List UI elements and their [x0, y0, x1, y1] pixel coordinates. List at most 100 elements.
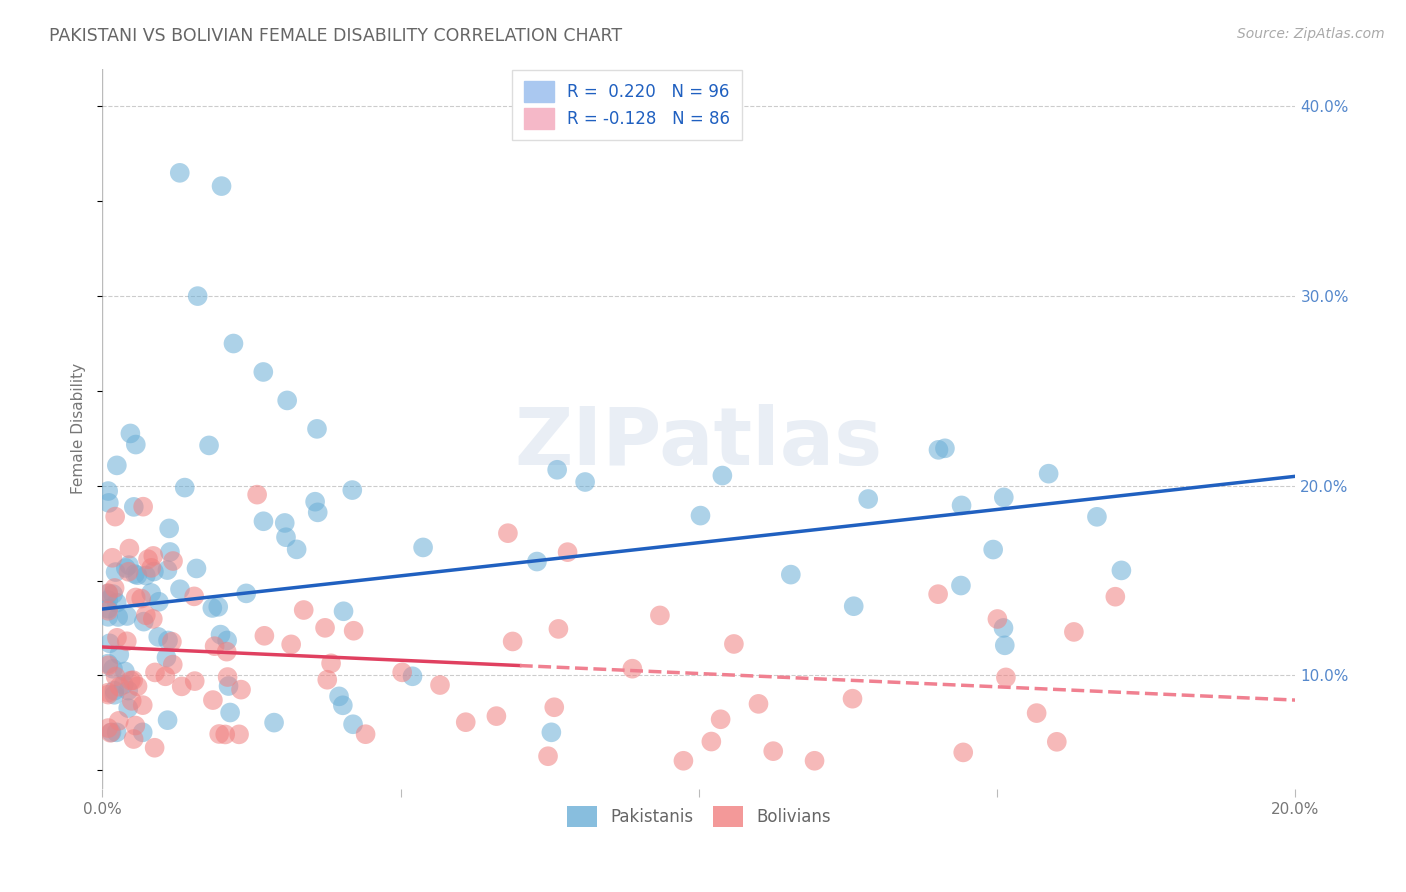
Point — [1063, 624, 1085, 639]
Point — [155, 669, 177, 683]
Point — [949, 578, 972, 592]
Point — [169, 582, 191, 597]
Point — [314, 621, 336, 635]
Point — [156, 713, 179, 727]
Point — [994, 670, 1017, 684]
Point — [263, 715, 285, 730]
Point — [148, 595, 170, 609]
Point — [135, 568, 157, 582]
Point — [97, 688, 120, 702]
Point — [125, 437, 148, 451]
Point — [747, 697, 769, 711]
Point — [142, 612, 165, 626]
Point — [100, 726, 122, 740]
Point — [222, 336, 245, 351]
Point — [218, 679, 240, 693]
Point — [502, 634, 524, 648]
Point — [201, 601, 224, 615]
Point — [97, 586, 120, 600]
Point — [112, 677, 135, 691]
Point — [157, 521, 180, 535]
Point — [142, 549, 165, 563]
Point — [1025, 706, 1047, 720]
Point — [927, 442, 949, 457]
Point — [214, 727, 236, 741]
Point — [198, 438, 221, 452]
Point — [162, 554, 184, 568]
Point — [127, 568, 149, 582]
Text: Source: ZipAtlas.com: Source: ZipAtlas.com — [1237, 27, 1385, 41]
Point — [1038, 467, 1060, 481]
Point — [934, 442, 956, 456]
Point — [108, 648, 131, 662]
Point — [1111, 563, 1133, 577]
Point — [280, 637, 302, 651]
Point — [115, 609, 138, 624]
Legend: Pakistanis, Bolivians: Pakistanis, Bolivians — [558, 798, 839, 835]
Point — [496, 526, 519, 541]
Point — [328, 690, 350, 704]
Point — [124, 567, 146, 582]
Point — [159, 545, 181, 559]
Point — [547, 622, 569, 636]
Point — [97, 496, 120, 510]
Point — [183, 590, 205, 604]
Point — [856, 491, 879, 506]
Point — [981, 542, 1004, 557]
Point — [208, 727, 231, 741]
Point — [122, 731, 145, 746]
Y-axis label: Female Disability: Female Disability — [72, 363, 86, 494]
Point — [132, 698, 155, 713]
Point — [217, 633, 239, 648]
Point — [292, 603, 315, 617]
Point — [546, 463, 568, 477]
Point — [229, 682, 252, 697]
Point — [117, 683, 139, 698]
Point — [103, 683, 125, 698]
Point — [143, 740, 166, 755]
Point — [307, 505, 329, 519]
Point — [104, 565, 127, 579]
Point — [841, 691, 863, 706]
Point — [122, 500, 145, 514]
Point — [97, 686, 120, 700]
Point — [105, 596, 128, 610]
Point — [97, 609, 120, 624]
Point — [1046, 735, 1069, 749]
Point — [762, 744, 785, 758]
Point — [100, 725, 122, 739]
Point — [125, 591, 148, 605]
Point — [842, 599, 865, 614]
Point — [97, 604, 120, 618]
Point — [319, 657, 342, 671]
Point — [107, 714, 129, 728]
Point — [131, 725, 153, 739]
Point — [391, 665, 413, 680]
Point — [219, 706, 242, 720]
Point — [540, 725, 562, 739]
Point — [204, 639, 226, 653]
Point — [156, 563, 179, 577]
Point — [98, 636, 121, 650]
Point — [253, 629, 276, 643]
Point — [104, 509, 127, 524]
Point — [316, 673, 339, 687]
Point — [454, 715, 477, 730]
Point — [276, 393, 298, 408]
Point — [207, 599, 229, 614]
Point — [136, 552, 159, 566]
Point — [252, 514, 274, 528]
Point — [143, 665, 166, 680]
Point — [689, 508, 711, 523]
Point — [950, 499, 973, 513]
Point — [117, 565, 139, 579]
Point — [557, 545, 579, 559]
Point — [103, 688, 125, 702]
Point — [105, 631, 128, 645]
Point — [343, 624, 366, 638]
Point — [993, 491, 1015, 505]
Point — [209, 627, 232, 641]
Point — [127, 679, 149, 693]
Point — [401, 669, 423, 683]
Point — [217, 670, 239, 684]
